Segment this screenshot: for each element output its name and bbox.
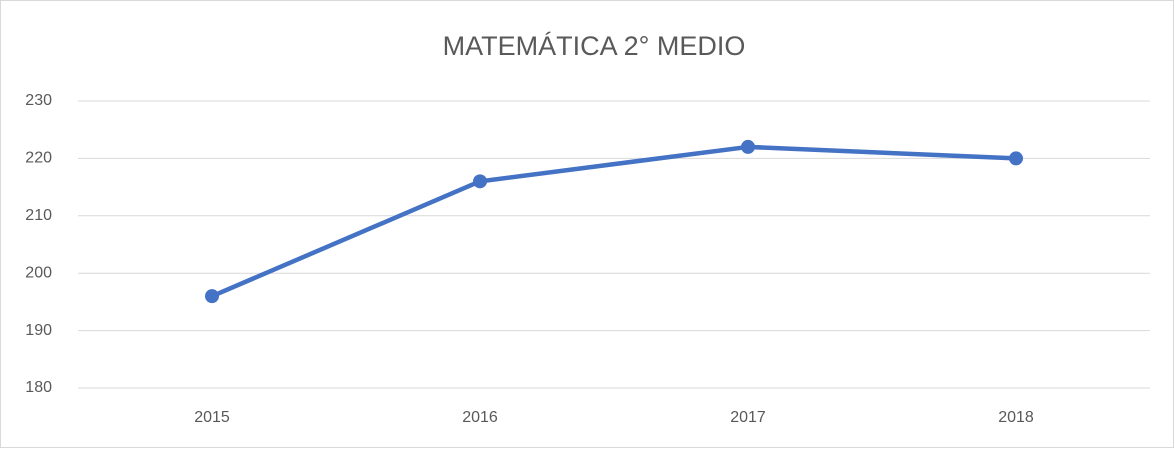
point <box>473 174 487 189</box>
y-tick-label: 210 <box>25 207 52 224</box>
y-tick-label: 230 <box>25 92 52 109</box>
chart-title: MATEMÁTICA 2° MEDIO <box>443 31 746 61</box>
x-tick-label: 2018 <box>998 409 1034 426</box>
x-tick-label: 2015 <box>194 409 230 426</box>
point <box>1009 151 1023 166</box>
point <box>205 289 219 304</box>
y-tick-label: 200 <box>25 264 52 281</box>
y-tick-label: 180 <box>25 379 52 396</box>
x-tick-label: 2016 <box>462 409 498 426</box>
y-tick-label: 190 <box>25 322 52 339</box>
y-tick-label: 220 <box>25 150 52 167</box>
x-tick-label: 2017 <box>730 409 766 426</box>
line <box>209 144 1019 299</box>
point <box>741 139 755 154</box>
